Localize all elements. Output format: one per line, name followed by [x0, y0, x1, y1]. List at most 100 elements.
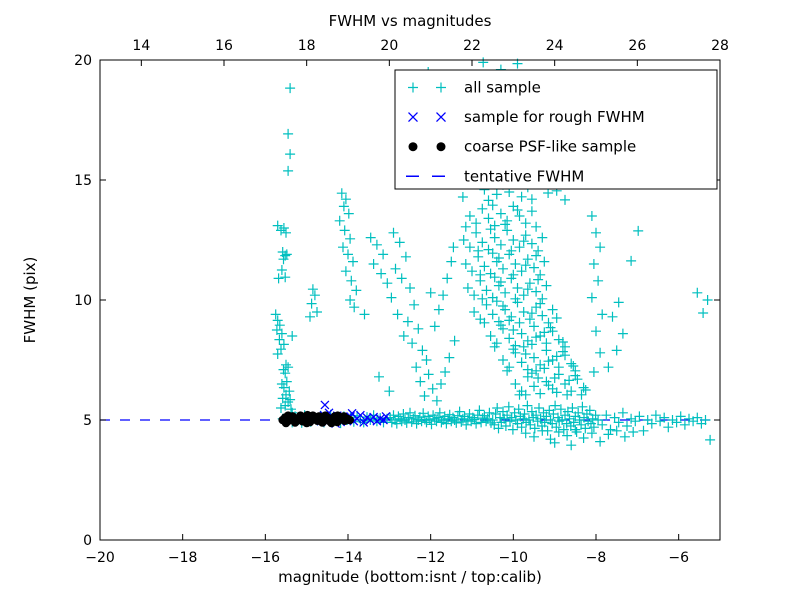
- scatter-point: [493, 253, 504, 263]
- scatter-point: [580, 385, 591, 395]
- scatter-point: [524, 314, 535, 325]
- scatter-point: [526, 238, 537, 249]
- scatter-point: [448, 412, 458, 423]
- scatter-point: [276, 328, 287, 339]
- scatter-point: [388, 227, 399, 238]
- scatter-point: [578, 382, 589, 393]
- scatter-point: [381, 411, 391, 421]
- scatter-point: [551, 422, 562, 433]
- scatter-point: [390, 263, 401, 274]
- scatter-point: [526, 368, 537, 379]
- scatter-point: [348, 256, 358, 267]
- scatter-point: [396, 273, 407, 284]
- scatter-point: [519, 409, 530, 419]
- scatter-point: [634, 411, 645, 422]
- scatter-point: [698, 308, 709, 318]
- scatter-point: [280, 400, 291, 411]
- x-tick-label-bottom: −10: [499, 550, 529, 566]
- scatter-point: [510, 259, 521, 269]
- legend-label: sample for rough FWHM: [464, 108, 645, 126]
- legend-label: tentative FWHM: [464, 167, 584, 185]
- scatter-point: [522, 254, 533, 265]
- scatter-point: [281, 359, 291, 370]
- scatter-point: [464, 211, 475, 221]
- scatter-point: [314, 412, 324, 421]
- scatter-point: [518, 341, 529, 352]
- scatter-point: [535, 269, 546, 280]
- scatter-point: [533, 274, 544, 285]
- scatter-point: [543, 188, 554, 198]
- scatter-point: [272, 349, 283, 359]
- scatter-point: [588, 259, 599, 269]
- scatter-point: [551, 351, 562, 362]
- scatter-point: [402, 316, 413, 327]
- scatter-point: [454, 406, 465, 417]
- scatter-point: [508, 325, 519, 335]
- scatter-point: [276, 379, 287, 389]
- scatter-point: [555, 404, 566, 415]
- scatter-point: [283, 128, 294, 139]
- scatter-point: [560, 194, 570, 205]
- scatter-point: [365, 232, 376, 243]
- scatter-point: [436, 112, 446, 123]
- scatter-point: [442, 273, 453, 284]
- scatter-point: [626, 413, 637, 424]
- scatter-point: [417, 345, 428, 356]
- scatter-point: [307, 284, 318, 295]
- x-tick-label-bottom: −16: [251, 550, 281, 566]
- scatter-point: [553, 334, 564, 345]
- scatter-point: [503, 401, 514, 412]
- scatter-point: [327, 418, 336, 428]
- scatter-point: [626, 255, 637, 266]
- x-tick-label-top: 24: [546, 38, 564, 54]
- scatter-point: [444, 352, 455, 363]
- scatter-point: [491, 296, 502, 307]
- scatter-point: [321, 411, 330, 421]
- scatter-point: [281, 418, 291, 428]
- scatter-point: [378, 249, 389, 260]
- scatter-point: [560, 341, 570, 352]
- scatter-point: [537, 310, 548, 321]
- scatter-point: [539, 327, 550, 338]
- scatter-point: [617, 407, 628, 418]
- scatter-point: [471, 218, 482, 229]
- scatter-point: [516, 191, 527, 202]
- scatter-point: [646, 418, 657, 429]
- scatter-point: [478, 57, 489, 68]
- scatter-point: [512, 205, 523, 215]
- x-tick-label-bottom: −20: [85, 550, 115, 566]
- scatter-point: [516, 422, 527, 433]
- y-tick-label: 5: [83, 413, 92, 429]
- scatter-point: [570, 424, 581, 435]
- scatter-point: [487, 309, 498, 320]
- scatter-point: [504, 333, 515, 344]
- scatter-point: [692, 412, 703, 423]
- scatter-point: [495, 412, 506, 423]
- scatter-point: [351, 285, 362, 296]
- scatter-point: [281, 249, 292, 260]
- scatter-point: [471, 418, 482, 429]
- scatter-point: [619, 431, 630, 442]
- scatter-point: [280, 272, 291, 283]
- scatter-point: [485, 224, 496, 235]
- scatter-point: [617, 328, 628, 339]
- scatter-point: [605, 424, 616, 435]
- scatter-point: [476, 417, 487, 428]
- scatter-point: [451, 417, 462, 428]
- scatter-point: [460, 221, 471, 232]
- scatter-point: [498, 263, 508, 274]
- scatter-point: [421, 355, 432, 365]
- scatter-point: [495, 208, 506, 219]
- scatter-point: [481, 299, 492, 310]
- scatter-point: [593, 415, 604, 425]
- scatter-point: [667, 415, 678, 425]
- scatter-point: [601, 410, 612, 421]
- scatter-point: [436, 417, 447, 428]
- chart-title: FWHM vs magnitudes: [329, 12, 492, 30]
- scatter-point: [541, 280, 552, 291]
- scatter-point: [485, 331, 496, 341]
- scatter-point: [595, 242, 606, 253]
- scatter-point: [576, 389, 587, 400]
